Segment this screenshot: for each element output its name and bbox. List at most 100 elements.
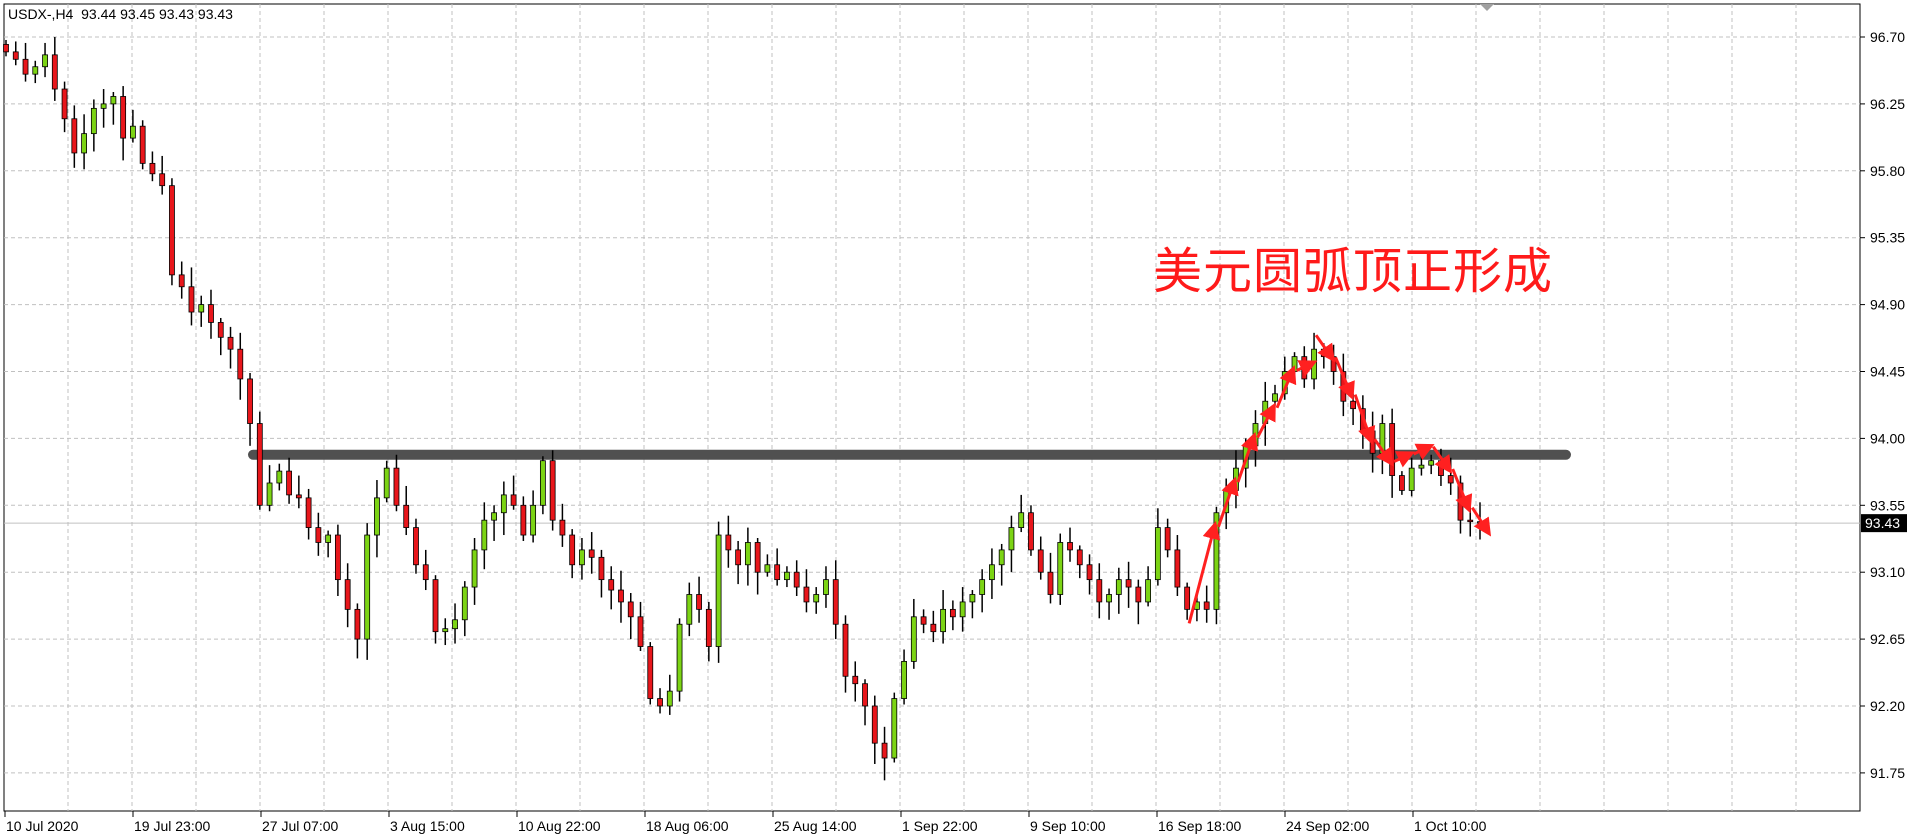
candle: [959, 587, 966, 632]
candle: [666, 674, 673, 715]
candle: [334, 524, 341, 596]
candle: [1057, 533, 1064, 605]
candle-body: [696, 594, 702, 610]
candle: [1008, 515, 1015, 573]
candle-body: [676, 623, 683, 692]
candle-body: [481, 519, 488, 551]
candle-body: [959, 601, 966, 618]
candle: [61, 81, 68, 133]
candle-body: [1125, 579, 1132, 588]
current-price-badge: [1861, 514, 1907, 533]
candle: [22, 42, 29, 82]
candle: [618, 570, 624, 623]
candle-body: [813, 594, 820, 603]
candle: [403, 485, 410, 536]
candle-body: [842, 623, 849, 677]
x-tick-label: 19 Jul 23:00: [134, 818, 210, 834]
y-tick-label: 95.80: [1870, 163, 1905, 179]
candle-body: [1174, 549, 1181, 588]
candle-body: [764, 564, 771, 573]
candle-body: [500, 494, 507, 514]
candle-body: [1076, 549, 1083, 566]
candle-body: [100, 103, 107, 109]
candle: [569, 529, 576, 579]
y-tick-label: 94.45: [1870, 364, 1905, 380]
candle: [588, 532, 595, 574]
candle-body: [393, 467, 400, 506]
candle-body: [920, 616, 927, 625]
y-tick-label: 94.90: [1870, 297, 1905, 313]
candle: [764, 554, 771, 577]
candle: [530, 490, 537, 543]
candle-body: [188, 286, 195, 313]
candle-body: [579, 549, 585, 566]
candle-body: [344, 579, 351, 610]
trend-arrow-icon: [1236, 431, 1259, 483]
x-tick-label: 1 Sep 22:00: [902, 818, 978, 834]
candle-body: [334, 534, 341, 581]
candle-body: [686, 594, 693, 625]
x-tick-label: 25 Aug 14:00: [774, 818, 857, 834]
trend-arrow-icon: [1275, 365, 1297, 409]
candle-body: [198, 304, 205, 313]
candle-body: [784, 571, 790, 581]
candle: [325, 530, 332, 558]
candle: [217, 317, 224, 356]
candle-body: [559, 519, 566, 536]
candle: [813, 587, 820, 614]
candle: [1018, 494, 1025, 533]
candle-body: [803, 586, 810, 603]
candle: [744, 527, 751, 586]
candle: [374, 480, 380, 558]
candle: [90, 99, 97, 152]
candle-body: [432, 579, 439, 633]
x-tick-label: 27 Jul 07:00: [262, 818, 338, 834]
candle-body: [715, 534, 722, 647]
candle-body: [305, 497, 312, 529]
x-tick-label: 24 Sep 02:00: [1286, 818, 1370, 834]
candle: [383, 460, 390, 503]
candle: [920, 609, 927, 634]
candle: [1115, 567, 1122, 614]
candle-body: [1067, 542, 1073, 551]
candle-body: [1018, 512, 1025, 529]
candle: [686, 582, 693, 637]
trend-arrow-icon: [1451, 468, 1473, 514]
candle: [1047, 552, 1054, 604]
candle-body: [1408, 467, 1415, 491]
candle-body: [1057, 542, 1064, 595]
candle: [657, 688, 663, 714]
candle: [130, 109, 136, 143]
candle-body: [178, 274, 185, 288]
candle-body: [1037, 549, 1044, 573]
candle: [1076, 545, 1083, 579]
candle: [754, 538, 761, 595]
candle-body: [793, 571, 800, 588]
candle-body: [627, 601, 634, 618]
candle-body: [266, 482, 273, 506]
candle-body: [130, 125, 136, 139]
candle-body: [530, 504, 537, 536]
candle-body: [1154, 527, 1161, 581]
candle-body: [1145, 579, 1152, 603]
candle: [930, 610, 937, 643]
candle-body: [588, 549, 595, 558]
candle-body: [71, 118, 78, 154]
trend-arrow-icon: [1373, 438, 1394, 467]
candle: [803, 569, 810, 613]
candle: [413, 518, 419, 574]
trend-arrow-icon: [1431, 445, 1453, 474]
candle-body: [1028, 512, 1034, 551]
candle-body: [32, 66, 39, 75]
candle-body: [90, 107, 97, 135]
candle: [901, 649, 907, 705]
candle: [461, 581, 468, 637]
candle: [735, 540, 742, 585]
candle: [559, 503, 566, 547]
candle-body: [608, 579, 615, 591]
candle: [998, 543, 1005, 586]
candle-body: [364, 534, 371, 640]
candle: [266, 465, 273, 512]
candle-body: [949, 608, 956, 618]
